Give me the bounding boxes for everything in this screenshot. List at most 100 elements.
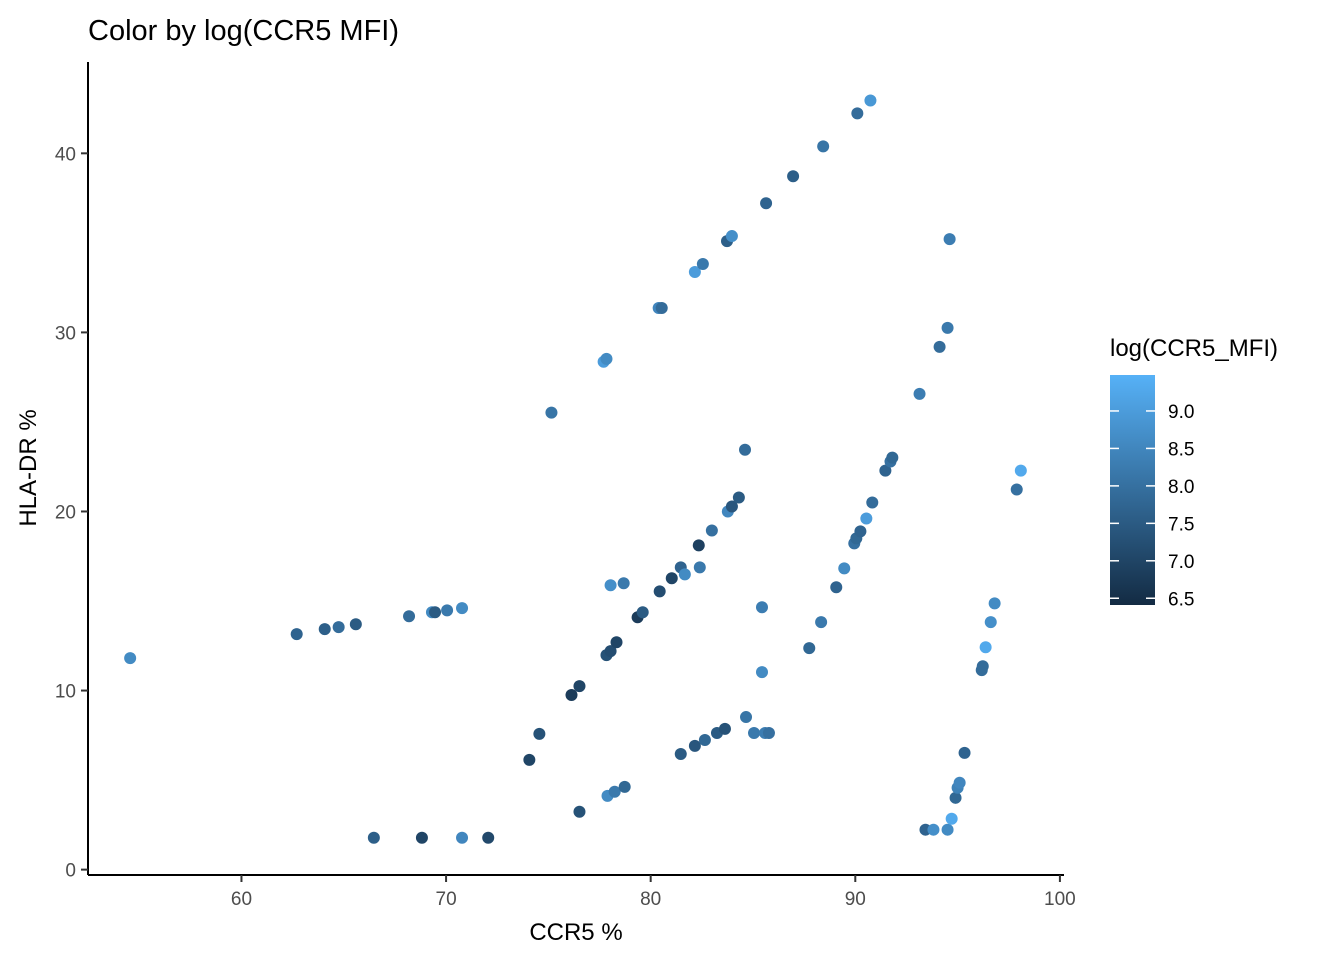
data-point <box>760 197 773 210</box>
data-point <box>124 652 137 665</box>
chart-title: Color by log(CCR5 MFI) <box>88 15 399 47</box>
data-point <box>403 610 416 623</box>
data-point <box>1010 483 1023 496</box>
data-point <box>674 747 687 760</box>
data-point <box>740 711 753 724</box>
data-point <box>318 623 331 636</box>
data-point <box>441 604 454 617</box>
data-point <box>482 831 495 844</box>
data-point <box>838 562 851 575</box>
data-point <box>732 491 745 504</box>
data-point <box>290 628 303 641</box>
data-point <box>748 726 761 739</box>
x-axis-ticks: 60 70 80 90 100 <box>231 875 1076 910</box>
data-point <box>979 641 992 654</box>
x-tick-label: 70 <box>436 889 457 910</box>
legend-tick-label: 9.0 <box>1168 402 1194 423</box>
data-point <box>976 660 989 673</box>
data-point <box>949 791 962 804</box>
data-point <box>817 140 830 153</box>
data-point <box>886 451 899 464</box>
legend-colorbar <box>1110 375 1155 605</box>
data-point <box>755 601 768 614</box>
data-point <box>678 568 691 581</box>
data-point <box>636 606 649 619</box>
data-point <box>693 561 706 574</box>
data-point <box>573 680 586 693</box>
data-point <box>927 823 940 836</box>
data-point <box>653 585 666 598</box>
data-point <box>943 233 956 246</box>
data-point <box>851 107 864 120</box>
data-point <box>984 616 997 629</box>
data-point <box>755 666 768 679</box>
data-point <box>610 636 623 649</box>
data-point <box>688 739 701 752</box>
data-point <box>913 387 926 400</box>
data-point <box>698 733 711 746</box>
data-point <box>725 500 738 513</box>
y-tick-label: 40 <box>55 144 76 165</box>
data-point <box>725 230 738 243</box>
y-axis-ticks: 0 10 20 30 40 <box>55 144 88 882</box>
data-point <box>879 464 892 477</box>
legend-tick-label: 6.5 <box>1168 589 1194 610</box>
data-point <box>415 831 428 844</box>
data-point <box>349 618 362 631</box>
data-point <box>367 831 380 844</box>
data-point <box>958 746 971 759</box>
y-tick-label: 30 <box>55 323 76 344</box>
y-axis-label: HLA-DR % <box>15 409 42 526</box>
data-point <box>608 785 621 798</box>
data-point <box>533 727 546 740</box>
data-point <box>688 266 701 279</box>
data-point <box>696 257 709 270</box>
data-point <box>655 302 668 315</box>
data-point <box>933 340 946 353</box>
data-point <box>604 579 617 592</box>
legend-tick-label: 7.0 <box>1168 552 1194 573</box>
data-point <box>854 525 867 538</box>
data-point <box>332 621 345 634</box>
data-point <box>456 602 469 615</box>
y-tick-label: 20 <box>55 502 76 523</box>
data-point <box>565 689 578 702</box>
data-point <box>815 616 828 629</box>
data-point <box>617 577 630 590</box>
data-point <box>860 512 873 525</box>
y-tick-label: 10 <box>55 682 76 703</box>
y-tick-label: 0 <box>65 861 76 882</box>
x-tick-label: 80 <box>640 889 661 910</box>
data-point <box>573 805 586 818</box>
x-tick-label: 100 <box>1044 889 1076 910</box>
data-point <box>941 321 954 334</box>
data-point <box>456 831 469 844</box>
data-point <box>665 572 678 585</box>
data-point <box>718 722 731 735</box>
data-point <box>762 726 775 739</box>
x-tick-label: 60 <box>231 889 252 910</box>
data-point <box>803 642 816 655</box>
data-point <box>429 606 442 619</box>
legend-tick-label: 8.0 <box>1168 477 1194 498</box>
data-point <box>600 352 613 365</box>
legend-title: log(CCR5_MFI) <box>1110 335 1278 362</box>
x-axis-label: CCR5 % <box>529 919 622 946</box>
data-point <box>866 496 879 509</box>
data-point <box>787 170 800 183</box>
legend-tick-label: 7.5 <box>1168 514 1194 535</box>
x-tick-label: 90 <box>845 889 866 910</box>
legend-tick-label: 8.5 <box>1168 439 1194 460</box>
data-point <box>545 406 558 419</box>
data-point <box>523 753 536 766</box>
data-point <box>830 581 843 594</box>
data-point <box>618 780 631 793</box>
points-layer <box>124 94 1027 844</box>
data-point <box>864 94 877 107</box>
data-point <box>945 812 958 825</box>
data-point <box>1014 464 1027 477</box>
data-point <box>604 645 617 658</box>
data-point <box>953 776 966 789</box>
data-point <box>988 597 1001 610</box>
